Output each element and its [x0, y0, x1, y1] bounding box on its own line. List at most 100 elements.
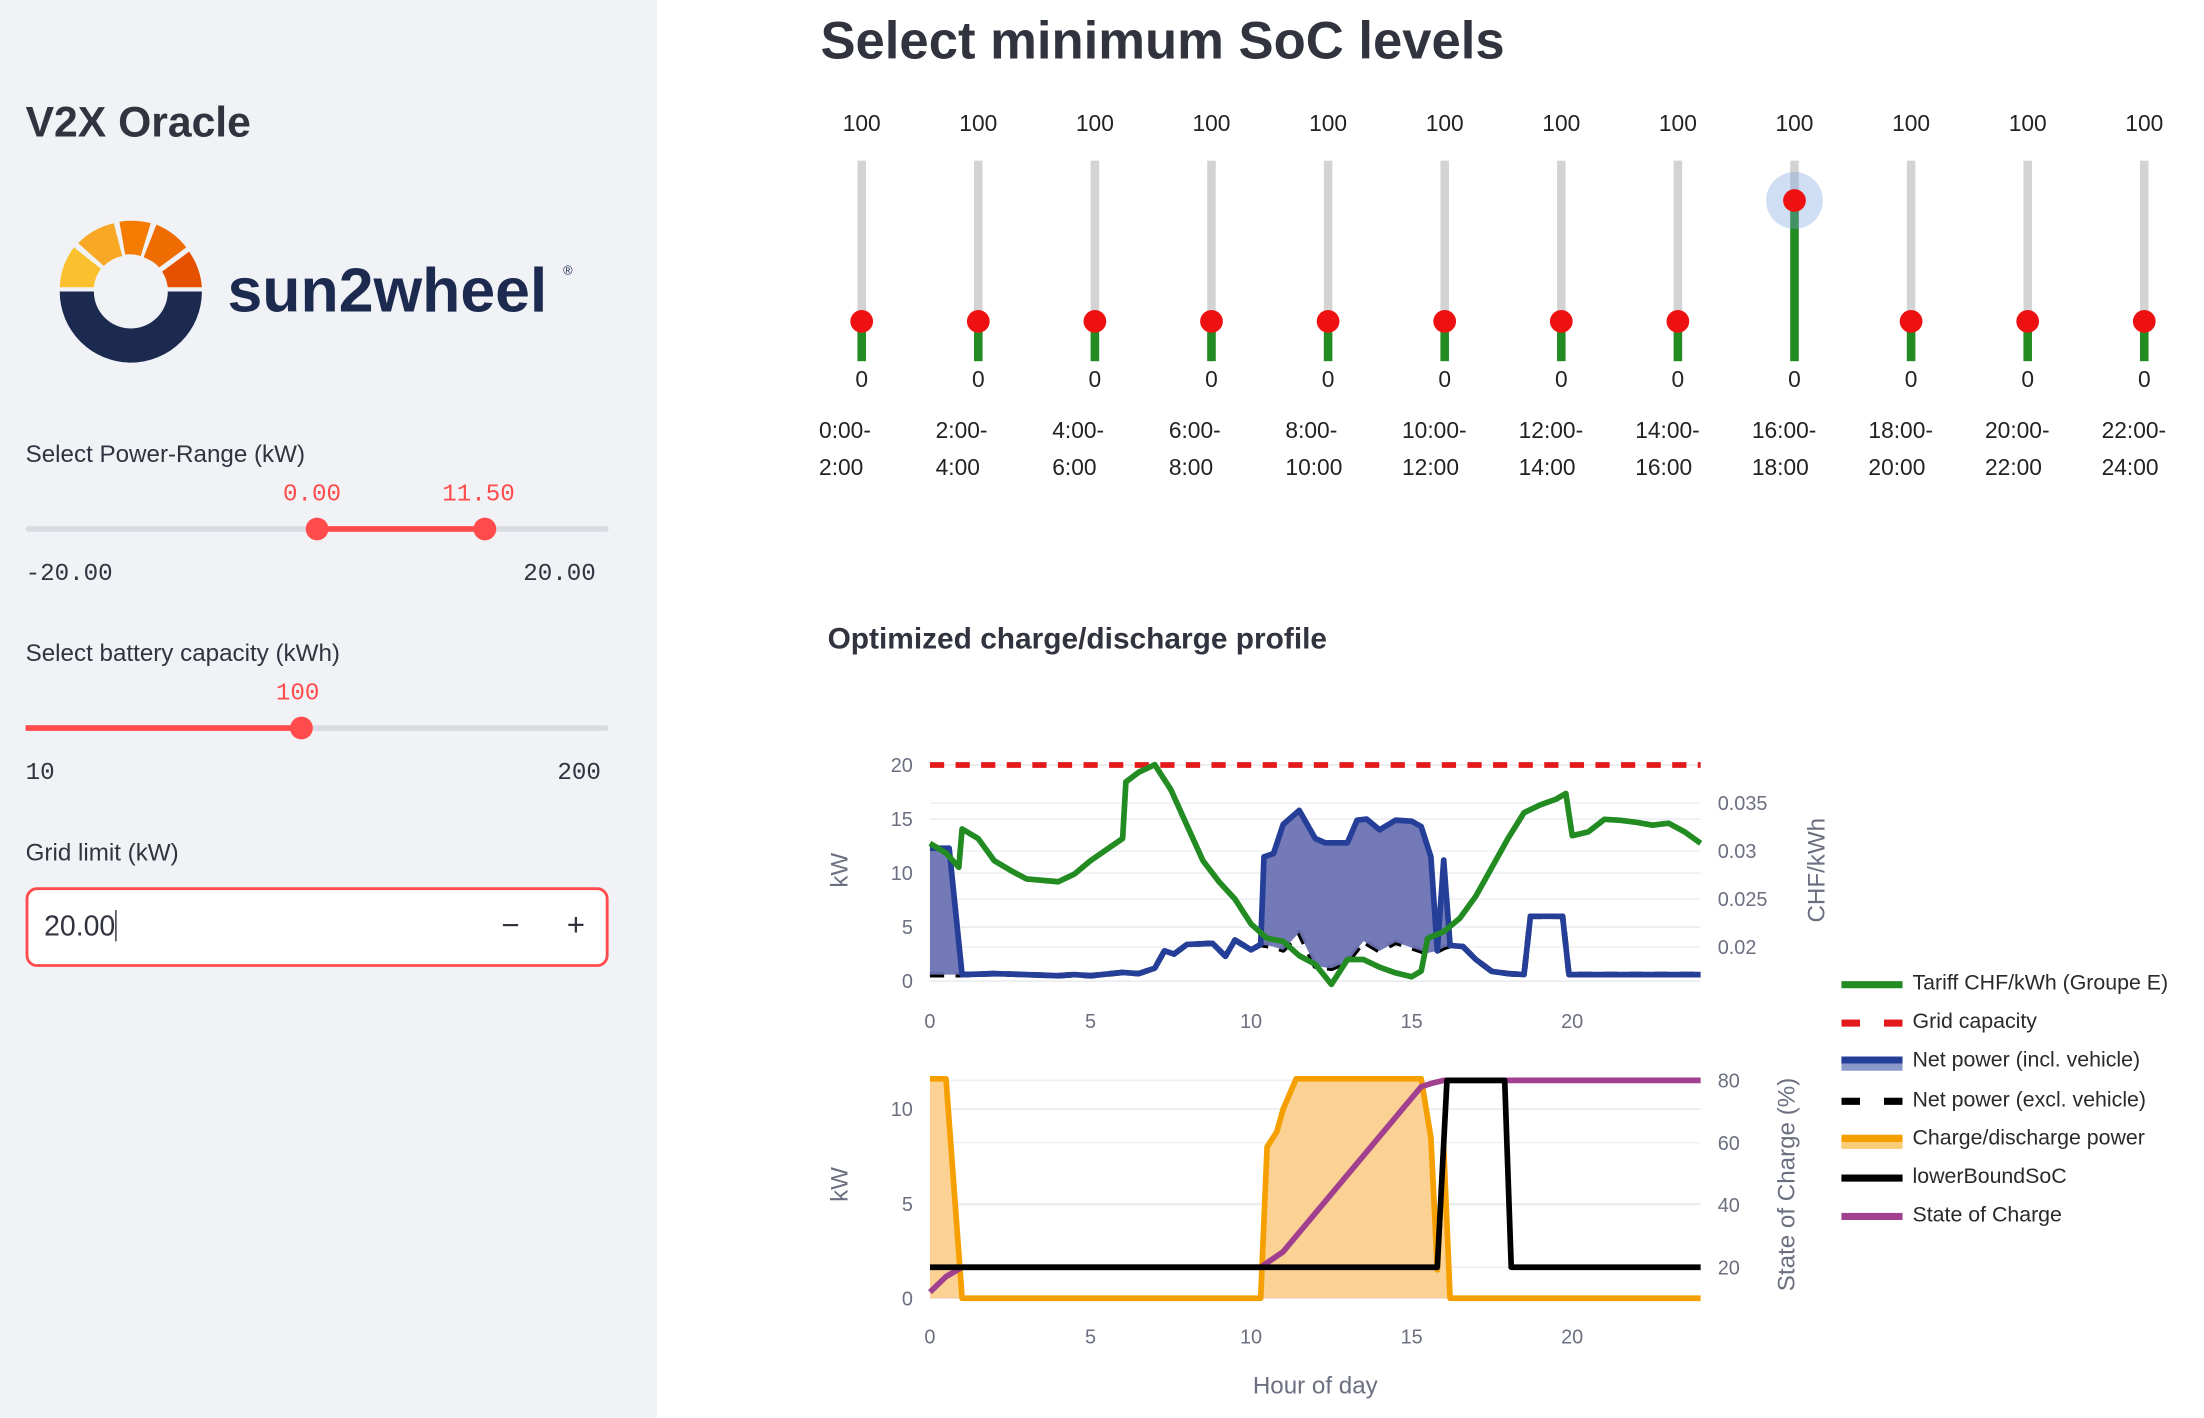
x-tick-label: 20 — [1561, 1011, 1583, 1033]
min-soc-slider-thumb[interactable] — [850, 309, 874, 333]
slider-min-label: 0 — [971, 368, 985, 393]
time-slot-line: 16:00 — [1635, 456, 1693, 481]
min-soc-slider-thumb[interactable] — [1666, 309, 1690, 333]
y2-tick-label: 0.03 — [1718, 841, 1757, 863]
legend-label: Tariff CHF/kWh (Groupe E) — [1912, 971, 2169, 996]
time-slot-line: 12:00 — [1402, 456, 1459, 481]
time-slot-label: 0:00- 2:00 — [819, 414, 871, 488]
min-soc-slider-track[interactable] — [1090, 160, 1100, 362]
y-axis-label: kW — [826, 853, 853, 888]
sidebar: V2X Oracle sun2wheel ® Select Power-Rang… — [0, 0, 657, 1418]
x-tick-label: 10 — [1240, 1327, 1262, 1349]
tariff-chf-kwh-groupe-e-line — [928, 761, 1703, 988]
min-soc-slider-track[interactable] — [1440, 160, 1449, 362]
slider-min-label: 0 — [855, 368, 869, 393]
time-slot-line: 20:00 — [1868, 456, 1926, 481]
legend-swatch — [1841, 1174, 1903, 1182]
min-soc-slider-fill — [1790, 200, 1799, 362]
time-slot-line: 20:00- — [1985, 419, 2050, 444]
min-soc-slider-track[interactable] — [1906, 160, 1916, 362]
state-of-charge-line — [927, 1077, 1701, 1295]
slider-max-label: 100 — [1658, 112, 1697, 137]
legend-item[interactable]: State of Charge — [1841, 1203, 2196, 1231]
legend-item[interactable]: Net power (incl. vehicle) — [1841, 1049, 2196, 1077]
increment-button[interactable]: + — [566, 907, 586, 943]
min-soc-slider-thumb[interactable] — [1783, 189, 1806, 213]
slider-min-label: 0 — [1321, 368, 1335, 393]
min-soc-slider-fill — [1673, 321, 1683, 362]
time-slot-label: 4:00- 6:00 — [1052, 414, 1104, 488]
min-soc-slider-track[interactable] — [2023, 160, 2032, 362]
slider-min-label: 0 — [1671, 368, 1685, 393]
min-soc-slider-thumb[interactable] — [1083, 309, 1107, 333]
min-soc-slider-track[interactable] — [857, 160, 866, 362]
min-soc-slider-track[interactable] — [1323, 160, 1333, 362]
battery-capacity-max: 200 — [557, 760, 601, 788]
min-soc-slider-thumb[interactable] — [1549, 309, 1573, 333]
time-slot-line: 16:00- — [1751, 419, 1817, 444]
time-slot-line: 10:00- — [1402, 419, 1467, 444]
x-tick-label: 5 — [1085, 1011, 1096, 1033]
time-slot-line: 18:00 — [1751, 456, 1809, 481]
time-slot-line: 6:00- — [1168, 419, 1221, 444]
min-soc-slider-track[interactable] — [974, 160, 983, 362]
time-slot-label: 6:00- 8:00 — [1169, 414, 1221, 488]
power-range-low-thumb[interactable] — [305, 517, 329, 541]
legend-item[interactable]: Net power (excl. vehicle) — [1841, 1087, 2196, 1115]
min-soc-slider-thumb[interactable] — [1899, 309, 1923, 333]
profile-title: Optimized charge/discharge profile — [827, 622, 1328, 656]
legend-label: lowerBoundSoC — [1912, 1164, 2067, 1189]
min-soc-slider-fill — [1323, 321, 1333, 362]
min-soc-slider-thumb[interactable] — [1316, 309, 1340, 333]
power-range-high-thumb[interactable] — [473, 517, 497, 541]
battery-capacity-slider[interactable] — [25, 725, 609, 731]
legend-item[interactable]: Tariff CHF/kWh (Groupe E) — [1841, 971, 2196, 999]
time-slot-label: 10:00- 12:00 — [1402, 414, 1467, 488]
time-slot-line: 6:00 — [1052, 456, 1097, 481]
legend-label: State of Charge — [1912, 1203, 2062, 1228]
decrement-button[interactable]: − — [501, 907, 520, 943]
time-slot-label: 20:00- 22:00 — [1985, 414, 2050, 488]
x-tick-label: 0 — [924, 1327, 935, 1349]
min-soc-slider-track[interactable] — [1207, 160, 1216, 362]
time-slot-label: 18:00- 20:00 — [1868, 414, 1933, 488]
legend-label: Grid capacity — [1912, 1009, 2037, 1035]
time-slot-line: 2:00- — [935, 419, 988, 444]
battery-capacity-selected — [25, 725, 302, 731]
min-soc-slider-track[interactable] — [1557, 160, 1566, 362]
min-soc-slider-thumb[interactable] — [966, 309, 990, 333]
time-slot-label: 22:00- 24:00 — [2102, 414, 2167, 488]
time-slot-line: 10:00 — [1285, 456, 1343, 481]
net-power-incl-vehicle-line — [929, 807, 1701, 979]
time-slot-line: 0:00- — [819, 419, 871, 444]
min-soc-slider-fill — [1557, 321, 1566, 362]
power-range-high-value: 11.50 — [442, 482, 515, 510]
legend-item[interactable]: Charge/discharge power — [1841, 1126, 2196, 1154]
grid-limit-value[interactable]: 20.00 — [44, 911, 116, 943]
time-slot-line: 14:00 — [1518, 456, 1576, 481]
battery-capacity-min: 10 — [25, 760, 55, 788]
min-soc-slider-thumb[interactable] — [1200, 309, 1223, 333]
min-soc-slider-track[interactable] — [2140, 160, 2149, 362]
min-soc-slider-fill — [1906, 321, 1916, 362]
time-slot-line: 4:00 — [935, 456, 980, 481]
time-slot-line: 12:00- — [1518, 419, 1584, 444]
slider-max-label: 100 — [2008, 112, 2047, 137]
slider-max-label: 100 — [1775, 112, 1814, 137]
slider-max-label: 100 — [1425, 112, 1464, 137]
min-soc-slider-thumb[interactable] — [1433, 309, 1457, 333]
grid-limit-input[interactable]: 20.00 − + — [25, 887, 609, 967]
y-tick-label: 10 — [891, 1099, 913, 1121]
slider-max-label: 100 — [842, 112, 881, 137]
page-title: Select minimum SoC levels — [820, 11, 1505, 70]
min-soc-slider-thumb[interactable] — [2016, 309, 2040, 333]
min-soc-slider-track[interactable] — [1673, 160, 1683, 362]
time-slot-line: 24:00 — [2101, 456, 2159, 481]
battery-capacity-thumb[interactable] — [290, 716, 313, 740]
x-tick-label: 15 — [1401, 1011, 1423, 1033]
min-soc-slider-thumb[interactable] — [2132, 309, 2156, 333]
min-soc-slider-fill — [1207, 321, 1216, 362]
legend-item[interactable]: lowerBoundSoC — [1841, 1165, 2196, 1193]
legend-item[interactable]: Grid capacity — [1841, 1010, 2196, 1038]
